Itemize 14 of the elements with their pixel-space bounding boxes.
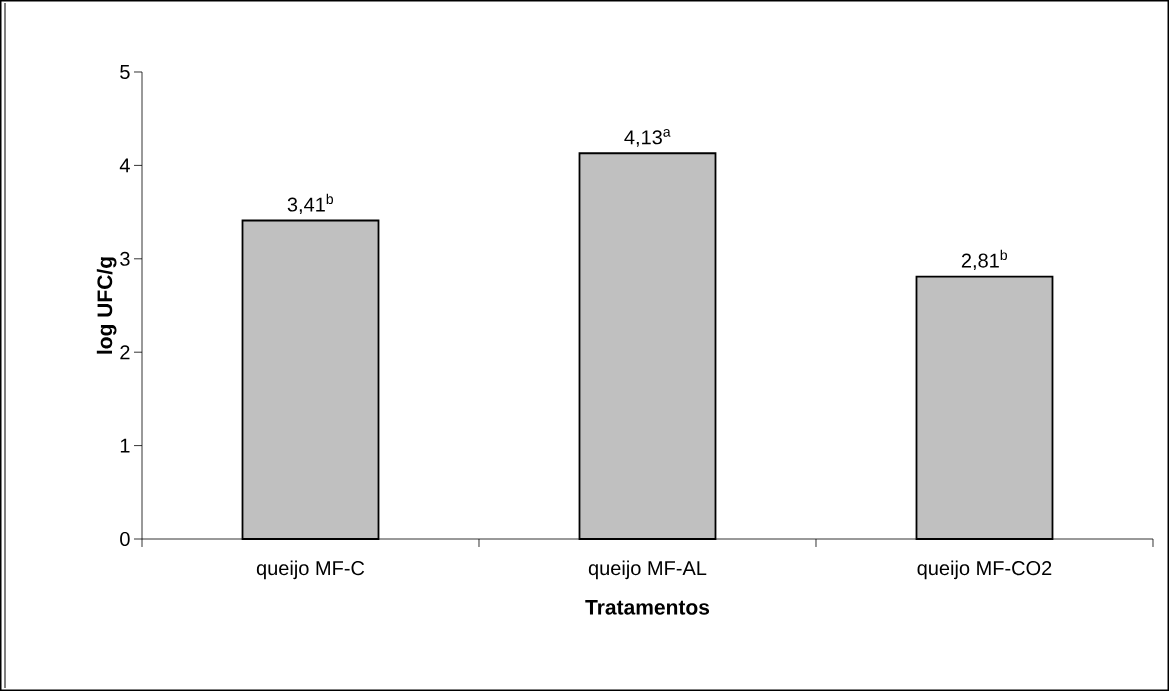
data-label: 4,13$^{a}$: [624, 129, 671, 147]
y-tick-label: 2: [120, 345, 130, 360]
x-tick-label: queijo MF-CO2: [917, 560, 1052, 580]
x-axis-title: Tratamentos: [585, 600, 710, 615]
y-tick-label: 0: [120, 531, 130, 547]
x-tick-label: queijo MF-C: [256, 560, 365, 580]
y-tick-label: 5: [120, 65, 130, 79]
data-label: 3,41$^{b}$: [287, 193, 334, 214]
y-tick-label: 3: [120, 251, 130, 266]
y-tick-label: 4: [119, 158, 130, 173]
x-tick-label: queijo MF-AL: [588, 560, 707, 580]
y-tick-label: 1: [120, 438, 130, 453]
data-label: 2,81$^{b}$: [961, 249, 1008, 271]
y-axis-title: log UFC/g: [96, 257, 117, 354]
